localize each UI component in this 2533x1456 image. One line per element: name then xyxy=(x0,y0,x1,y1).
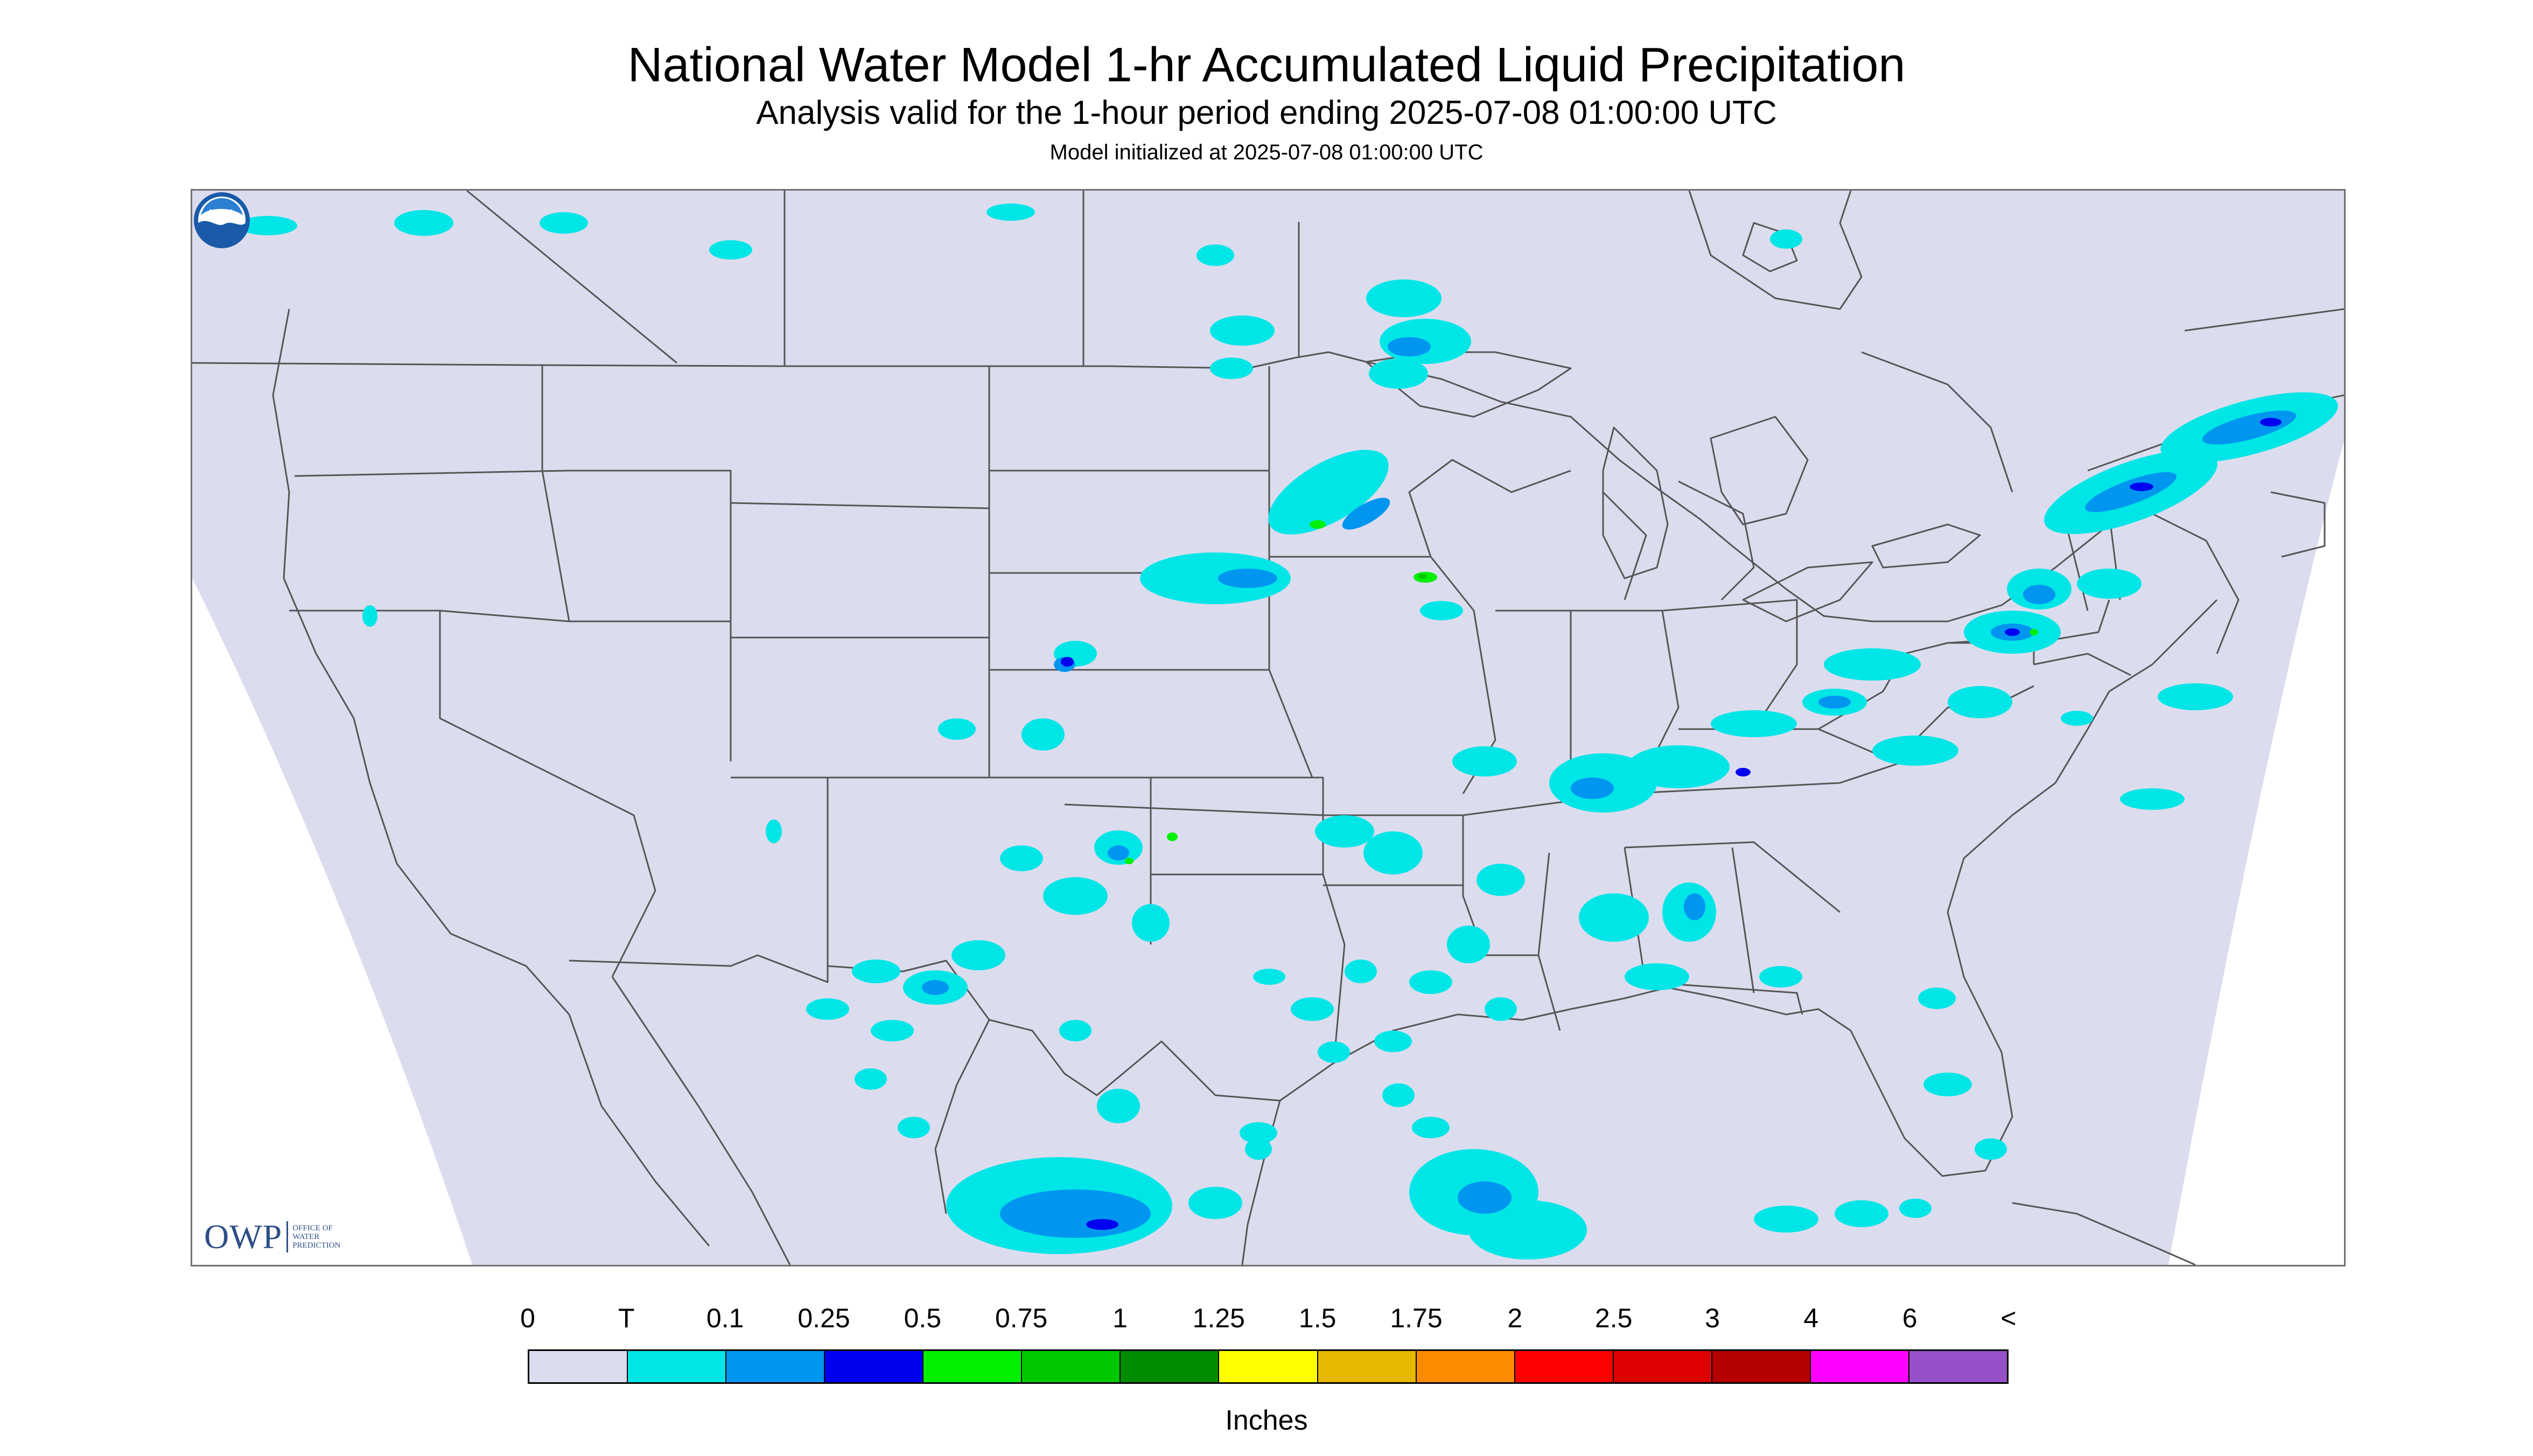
legend-tick-label: 0.25 xyxy=(797,1303,850,1333)
legend-tick-label: 2.5 xyxy=(1594,1303,1633,1333)
legend-swatch xyxy=(1712,1351,1811,1382)
legend-swatch xyxy=(825,1351,924,1382)
legend-swatch xyxy=(1318,1351,1417,1382)
legend-tick-labels: 0 T 0.1 0.25 0.5 0.75 1 1.25 1.5 1.75 2 2.5 3 4 6 < xyxy=(0,1302,2533,1340)
legend-tick-label: 1.25 xyxy=(1192,1303,1245,1333)
owp-logo-letters: OWP xyxy=(204,1217,283,1256)
legend-swatch xyxy=(628,1351,727,1382)
legend-swatch xyxy=(1416,1351,1515,1382)
legend-swatch xyxy=(529,1351,628,1382)
legend-tick-label: 1.5 xyxy=(1298,1303,1337,1333)
legend-swatch xyxy=(923,1351,1023,1382)
color-legend xyxy=(528,1349,2009,1384)
legend-swatch xyxy=(1909,1351,2007,1382)
legend-swatch xyxy=(1810,1351,1909,1382)
legend-tick-label: 1 xyxy=(1112,1303,1128,1333)
precip-0.25 xyxy=(1061,418,2282,1230)
legend-swatch xyxy=(1515,1351,1614,1382)
map-canvas xyxy=(192,191,2344,1265)
legend-swatch xyxy=(1613,1351,1712,1382)
precip-0.75 xyxy=(1418,573,1427,579)
map-title: National Water Model 1-hr Accumulated Li… xyxy=(627,38,1906,92)
legend-tick-label: 0.75 xyxy=(995,1303,1048,1333)
legend-swatch xyxy=(1219,1351,1318,1382)
legend-tick-label: 2 xyxy=(1507,1303,1523,1333)
legend-tick-label: 3 xyxy=(1705,1303,1720,1333)
legend-swatch xyxy=(1121,1351,1220,1382)
legend-units: Inches xyxy=(1225,1405,1308,1436)
owp-line-1: OFFICE OF xyxy=(292,1224,333,1233)
legend-tick-label: 0 xyxy=(520,1303,535,1333)
owp-line-3: PREDICTION xyxy=(292,1241,341,1250)
map-subtitle: Analysis valid for the 1-hour period end… xyxy=(756,94,1777,131)
owp-logo-divider xyxy=(286,1221,289,1252)
precipitation-map[interactable]: OWP OFFICE OF WATER PREDICTION NOAA xyxy=(191,189,2346,1266)
legend-tick-label: 0.5 xyxy=(904,1303,942,1333)
legend-swatch xyxy=(1022,1351,1121,1382)
noaa-logo-text: NOAA xyxy=(209,208,235,218)
legend-swatch xyxy=(726,1351,825,1382)
owp-line-2: WATER xyxy=(292,1233,320,1241)
legend-tick-label: 6 xyxy=(1902,1303,1918,1333)
owp-logo-subtitle: OFFICE OF WATER PREDICTION xyxy=(292,1224,340,1250)
model-domain xyxy=(192,191,2344,1265)
precipitation-cells xyxy=(238,204,2338,1259)
model-init-text: Model initialized at 2025-07-08 01:00:00… xyxy=(1049,141,1484,164)
legend-tick-label: 4 xyxy=(1803,1303,1819,1333)
legend-tick-label: T xyxy=(618,1303,635,1333)
owp-logo: OWP OFFICE OF WATER PREDICTION xyxy=(204,1215,340,1258)
legend-tick-label: < xyxy=(2000,1303,2017,1333)
legend-tick-label: 1.75 xyxy=(1390,1303,1443,1333)
legend-tick-label: 0.1 xyxy=(706,1303,744,1333)
noaa-logo: NOAA xyxy=(194,192,250,248)
